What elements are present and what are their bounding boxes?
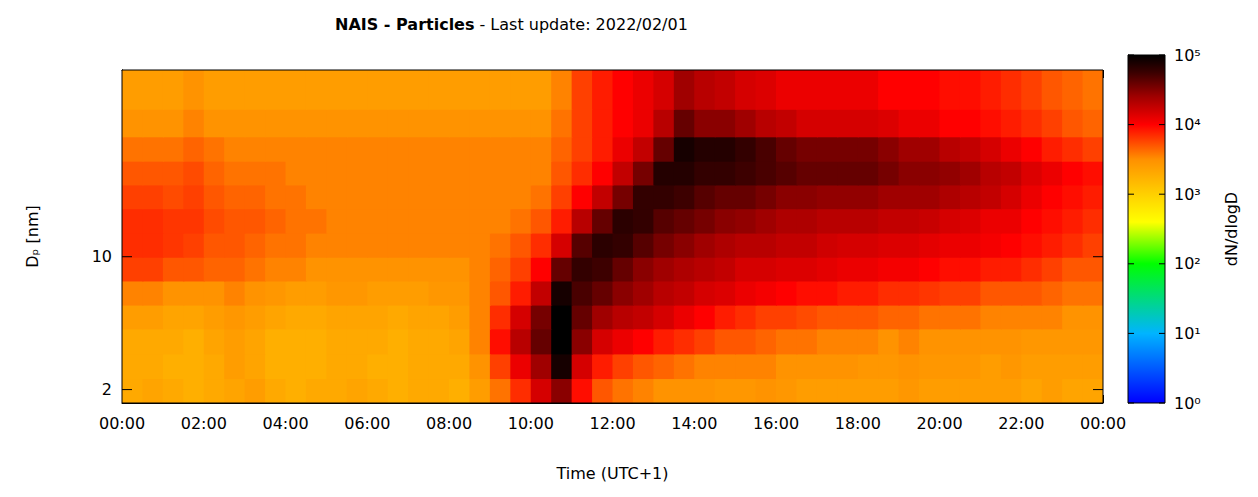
- svg-text:10⁵: 10⁵: [1174, 46, 1201, 65]
- svg-text:10:00: 10:00: [508, 414, 554, 433]
- svg-text:18:00: 18:00: [835, 414, 881, 433]
- svg-text:NAIS - Particles: NAIS - Particles: [335, 15, 475, 34]
- svg-text:2: 2: [102, 380, 112, 399]
- svg-text:- Last update: 2022/02/01: - Last update: 2022/02/01: [479, 15, 687, 34]
- svg-text:16:00: 16:00: [753, 414, 799, 433]
- svg-text:10³: 10³: [1174, 185, 1201, 204]
- svg-text:14:00: 14:00: [671, 414, 717, 433]
- svg-text:10⁴: 10⁴: [1174, 115, 1201, 134]
- svg-text:10⁰: 10⁰: [1174, 394, 1201, 413]
- svg-text:10¹: 10¹: [1174, 324, 1201, 343]
- svg-text:00:00: 00:00: [1080, 414, 1126, 433]
- svg-text:Dₚ [nm]: Dₚ [nm]: [23, 205, 42, 267]
- svg-text:00:00: 00:00: [99, 414, 145, 433]
- svg-text:10²: 10²: [1174, 254, 1201, 273]
- svg-text:06:00: 06:00: [344, 414, 390, 433]
- svg-text:Time (UTC+1): Time (UTC+1): [555, 464, 668, 483]
- svg-text:02:00: 02:00: [181, 414, 227, 433]
- svg-text:22:00: 22:00: [998, 414, 1044, 433]
- svg-text:20:00: 20:00: [916, 414, 962, 433]
- svg-text:04:00: 04:00: [262, 414, 308, 433]
- svg-text:08:00: 08:00: [426, 414, 472, 433]
- svg-text:dN/dlogD: dN/dlogD: [1222, 192, 1241, 266]
- svg-text:10: 10: [92, 247, 112, 266]
- svg-text:12:00: 12:00: [589, 414, 635, 433]
